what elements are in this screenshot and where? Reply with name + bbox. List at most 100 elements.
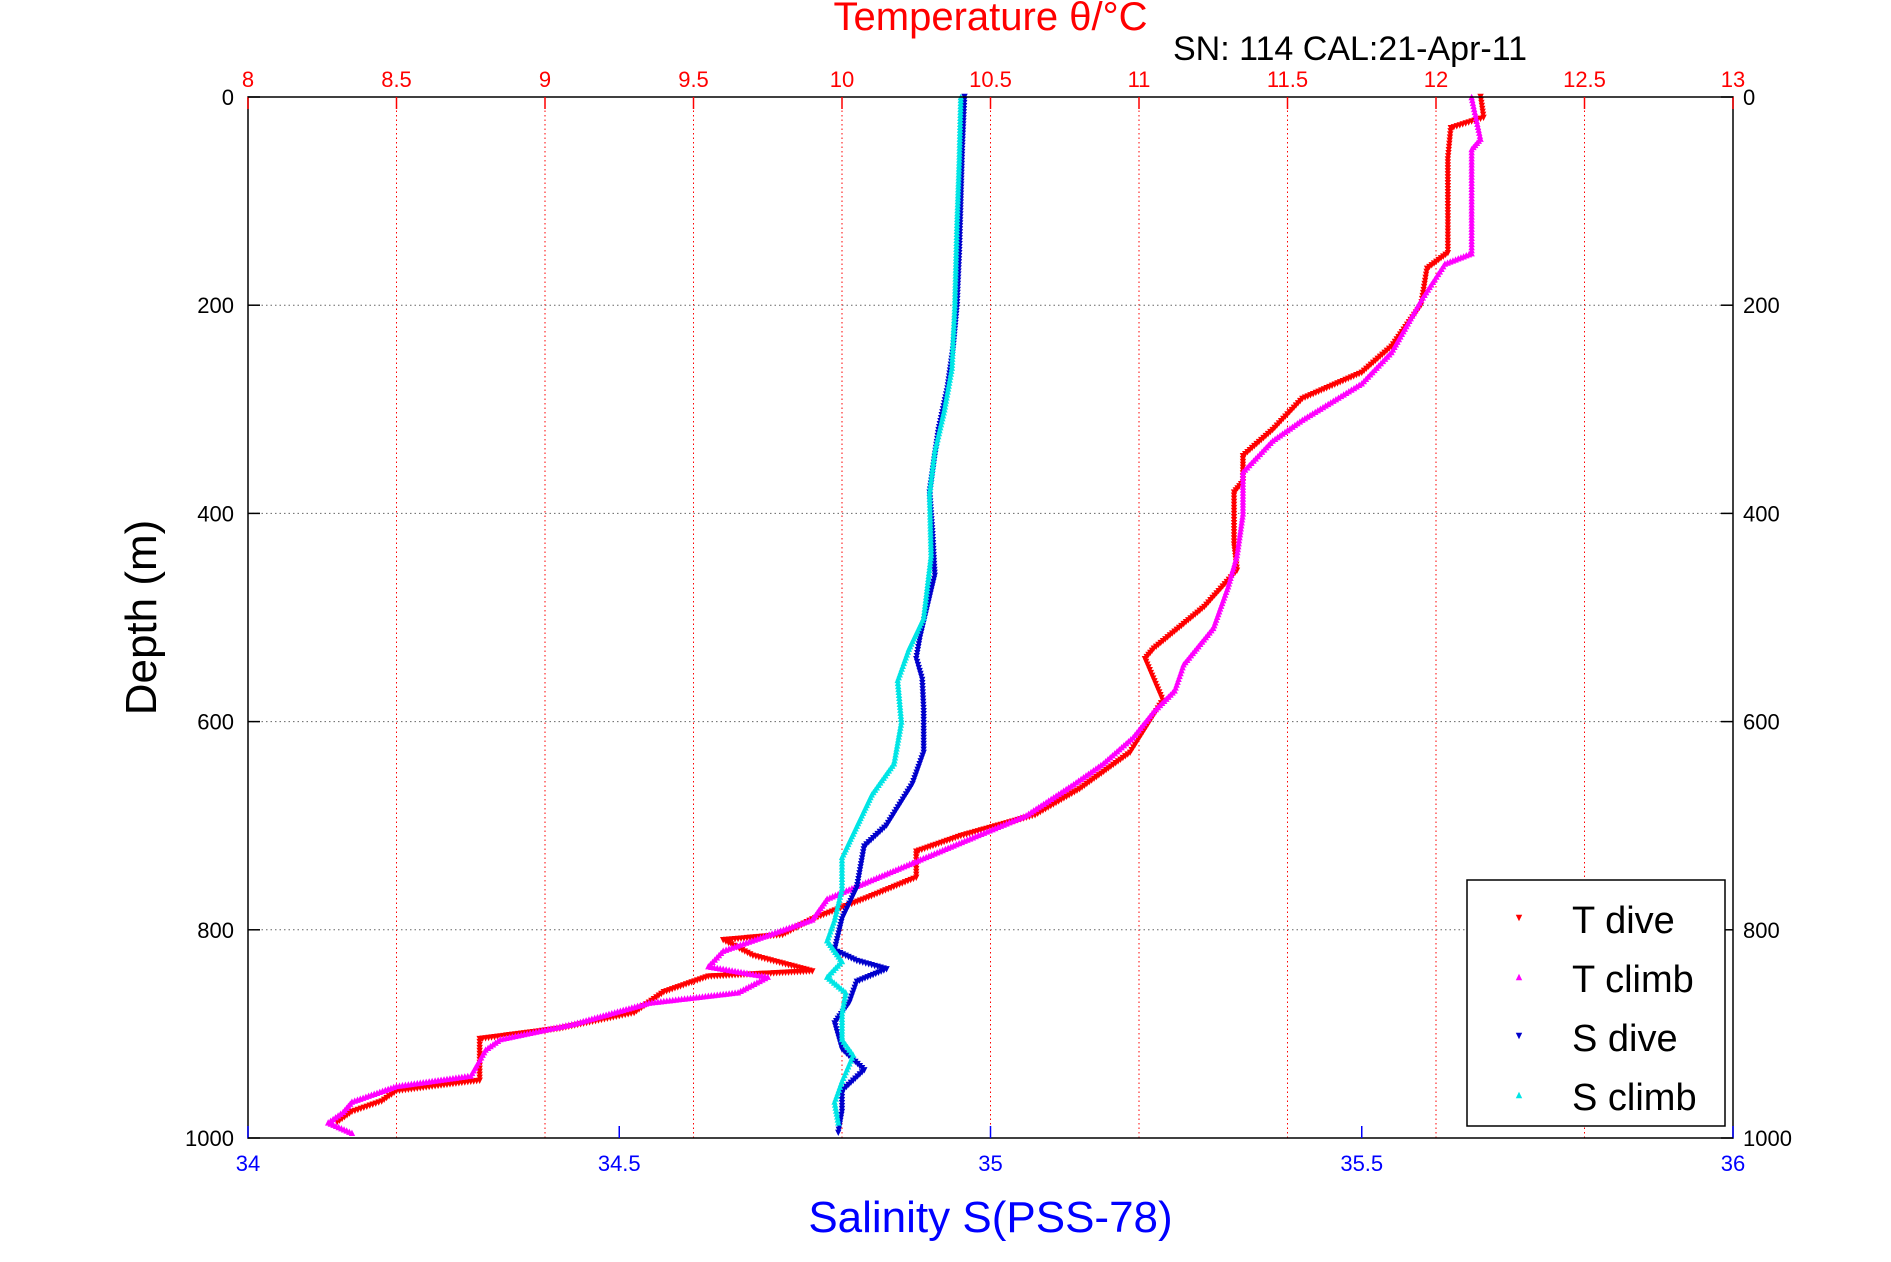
data-marker [834, 1116, 841, 1123]
data-marker [922, 596, 929, 603]
data-marker [895, 682, 902, 690]
tick-label-top: 10.5 [969, 67, 1012, 92]
data-point [835, 1119, 842, 1126]
data-marker [921, 608, 928, 615]
data-marker [891, 754, 899, 761]
legend-marker [1515, 1091, 1523, 1099]
data-marker [896, 730, 903, 737]
legend-marker [1515, 1032, 1523, 1040]
data-marker [650, 996, 658, 1003]
data-marker [950, 331, 957, 339]
tick-label-top: 9 [539, 67, 551, 92]
data-marker [921, 602, 929, 609]
tick-label-left: 1000 [185, 1126, 234, 1151]
data-marker [1470, 102, 1477, 110]
data-marker [949, 352, 956, 359]
data-marker [1235, 539, 1242, 547]
data-marker [925, 572, 932, 580]
data-marker [946, 379, 953, 386]
data-marker [931, 450, 938, 458]
data-marker [897, 712, 905, 719]
data-marker [950, 334, 957, 342]
data-marker [949, 337, 957, 345]
data-marker [897, 706, 904, 713]
data-marker [1237, 528, 1244, 535]
legend-label: T climb [1572, 959, 1694, 1001]
data-marker [839, 1003, 847, 1011]
data-marker [897, 724, 904, 731]
tick-label-top: 13 [1721, 67, 1745, 92]
tick-label-top: 10 [830, 67, 854, 92]
data-marker [950, 316, 958, 324]
data-marker [831, 1101, 839, 1108]
data-marker [947, 370, 955, 377]
data-marker [945, 382, 952, 389]
data-marker [950, 325, 957, 333]
data-marker [894, 679, 902, 687]
data-marker [892, 748, 900, 755]
data-marker [930, 459, 937, 467]
data-point [894, 676, 901, 684]
data-marker [895, 733, 902, 740]
data-marker [840, 1000, 847, 1008]
data-marker [380, 1096, 388, 1104]
tick-label-left: 200 [197, 293, 234, 318]
data-marker [943, 394, 950, 401]
data-marker [950, 319, 958, 327]
data-point [927, 551, 935, 559]
data-marker [944, 385, 952, 392]
tick-label-bottom: 35 [978, 1151, 1002, 1176]
data-marker [1474, 120, 1481, 127]
data-marker [1476, 132, 1484, 139]
tick-label-bottom: 34 [236, 1151, 260, 1176]
tick-label-left: 0 [222, 85, 234, 110]
data-marker [388, 1091, 395, 1098]
series-s-dive [831, 93, 968, 1136]
series-s-climb [823, 93, 964, 1126]
data-marker [925, 575, 932, 583]
data-marker [929, 468, 936, 475]
data-marker [929, 465, 936, 472]
data-marker [833, 1110, 840, 1117]
series-t-dive [333, 93, 1487, 1126]
data-marker [1472, 111, 1479, 119]
legend-entry: T dive [1515, 900, 1675, 942]
data-marker [926, 560, 934, 568]
data-marker [946, 376, 953, 383]
data-marker [891, 757, 898, 764]
data-marker [1476, 129, 1483, 136]
data-marker [896, 727, 904, 734]
data-marker [1235, 536, 1243, 544]
tick-label-top: 11 [1128, 67, 1151, 92]
data-marker [1236, 531, 1244, 538]
data-marker [926, 563, 933, 571]
data-marker [927, 477, 935, 484]
data-marker [923, 590, 930, 597]
data-marker [1473, 117, 1480, 124]
data-marker [944, 388, 951, 395]
legend-label: S climb [1572, 1077, 1697, 1119]
data-marker [950, 322, 958, 330]
data-marker [1236, 533, 1243, 541]
data-marker [896, 697, 903, 704]
data-marker [895, 688, 902, 696]
data-marker [832, 1104, 839, 1111]
data-marker [927, 557, 934, 565]
data-point [948, 364, 956, 371]
data-point [1239, 510, 1247, 517]
legend-marker [1515, 973, 1523, 981]
data-marker [949, 355, 956, 362]
data-marker [839, 1006, 846, 1014]
data-point [660, 989, 667, 996]
tick-label-top: 11.5 [1267, 67, 1308, 92]
data-marker [949, 349, 956, 356]
data-marker [897, 721, 905, 728]
data-point [831, 1098, 838, 1105]
chart-subtitle: SN: 114 CAL:21-Apr-11 [1173, 30, 1527, 68]
data-marker [930, 456, 937, 464]
tick-label-left: 800 [197, 918, 234, 943]
data-marker [951, 307, 958, 315]
axis-ticks: 8 8.5 9 9.5 10 10.5 11 11.5 12 12.5 13 34 34.5 35 35.5… [185, 67, 1792, 1176]
temperature-axis-title: Temperature θ/°C [834, 0, 1148, 39]
